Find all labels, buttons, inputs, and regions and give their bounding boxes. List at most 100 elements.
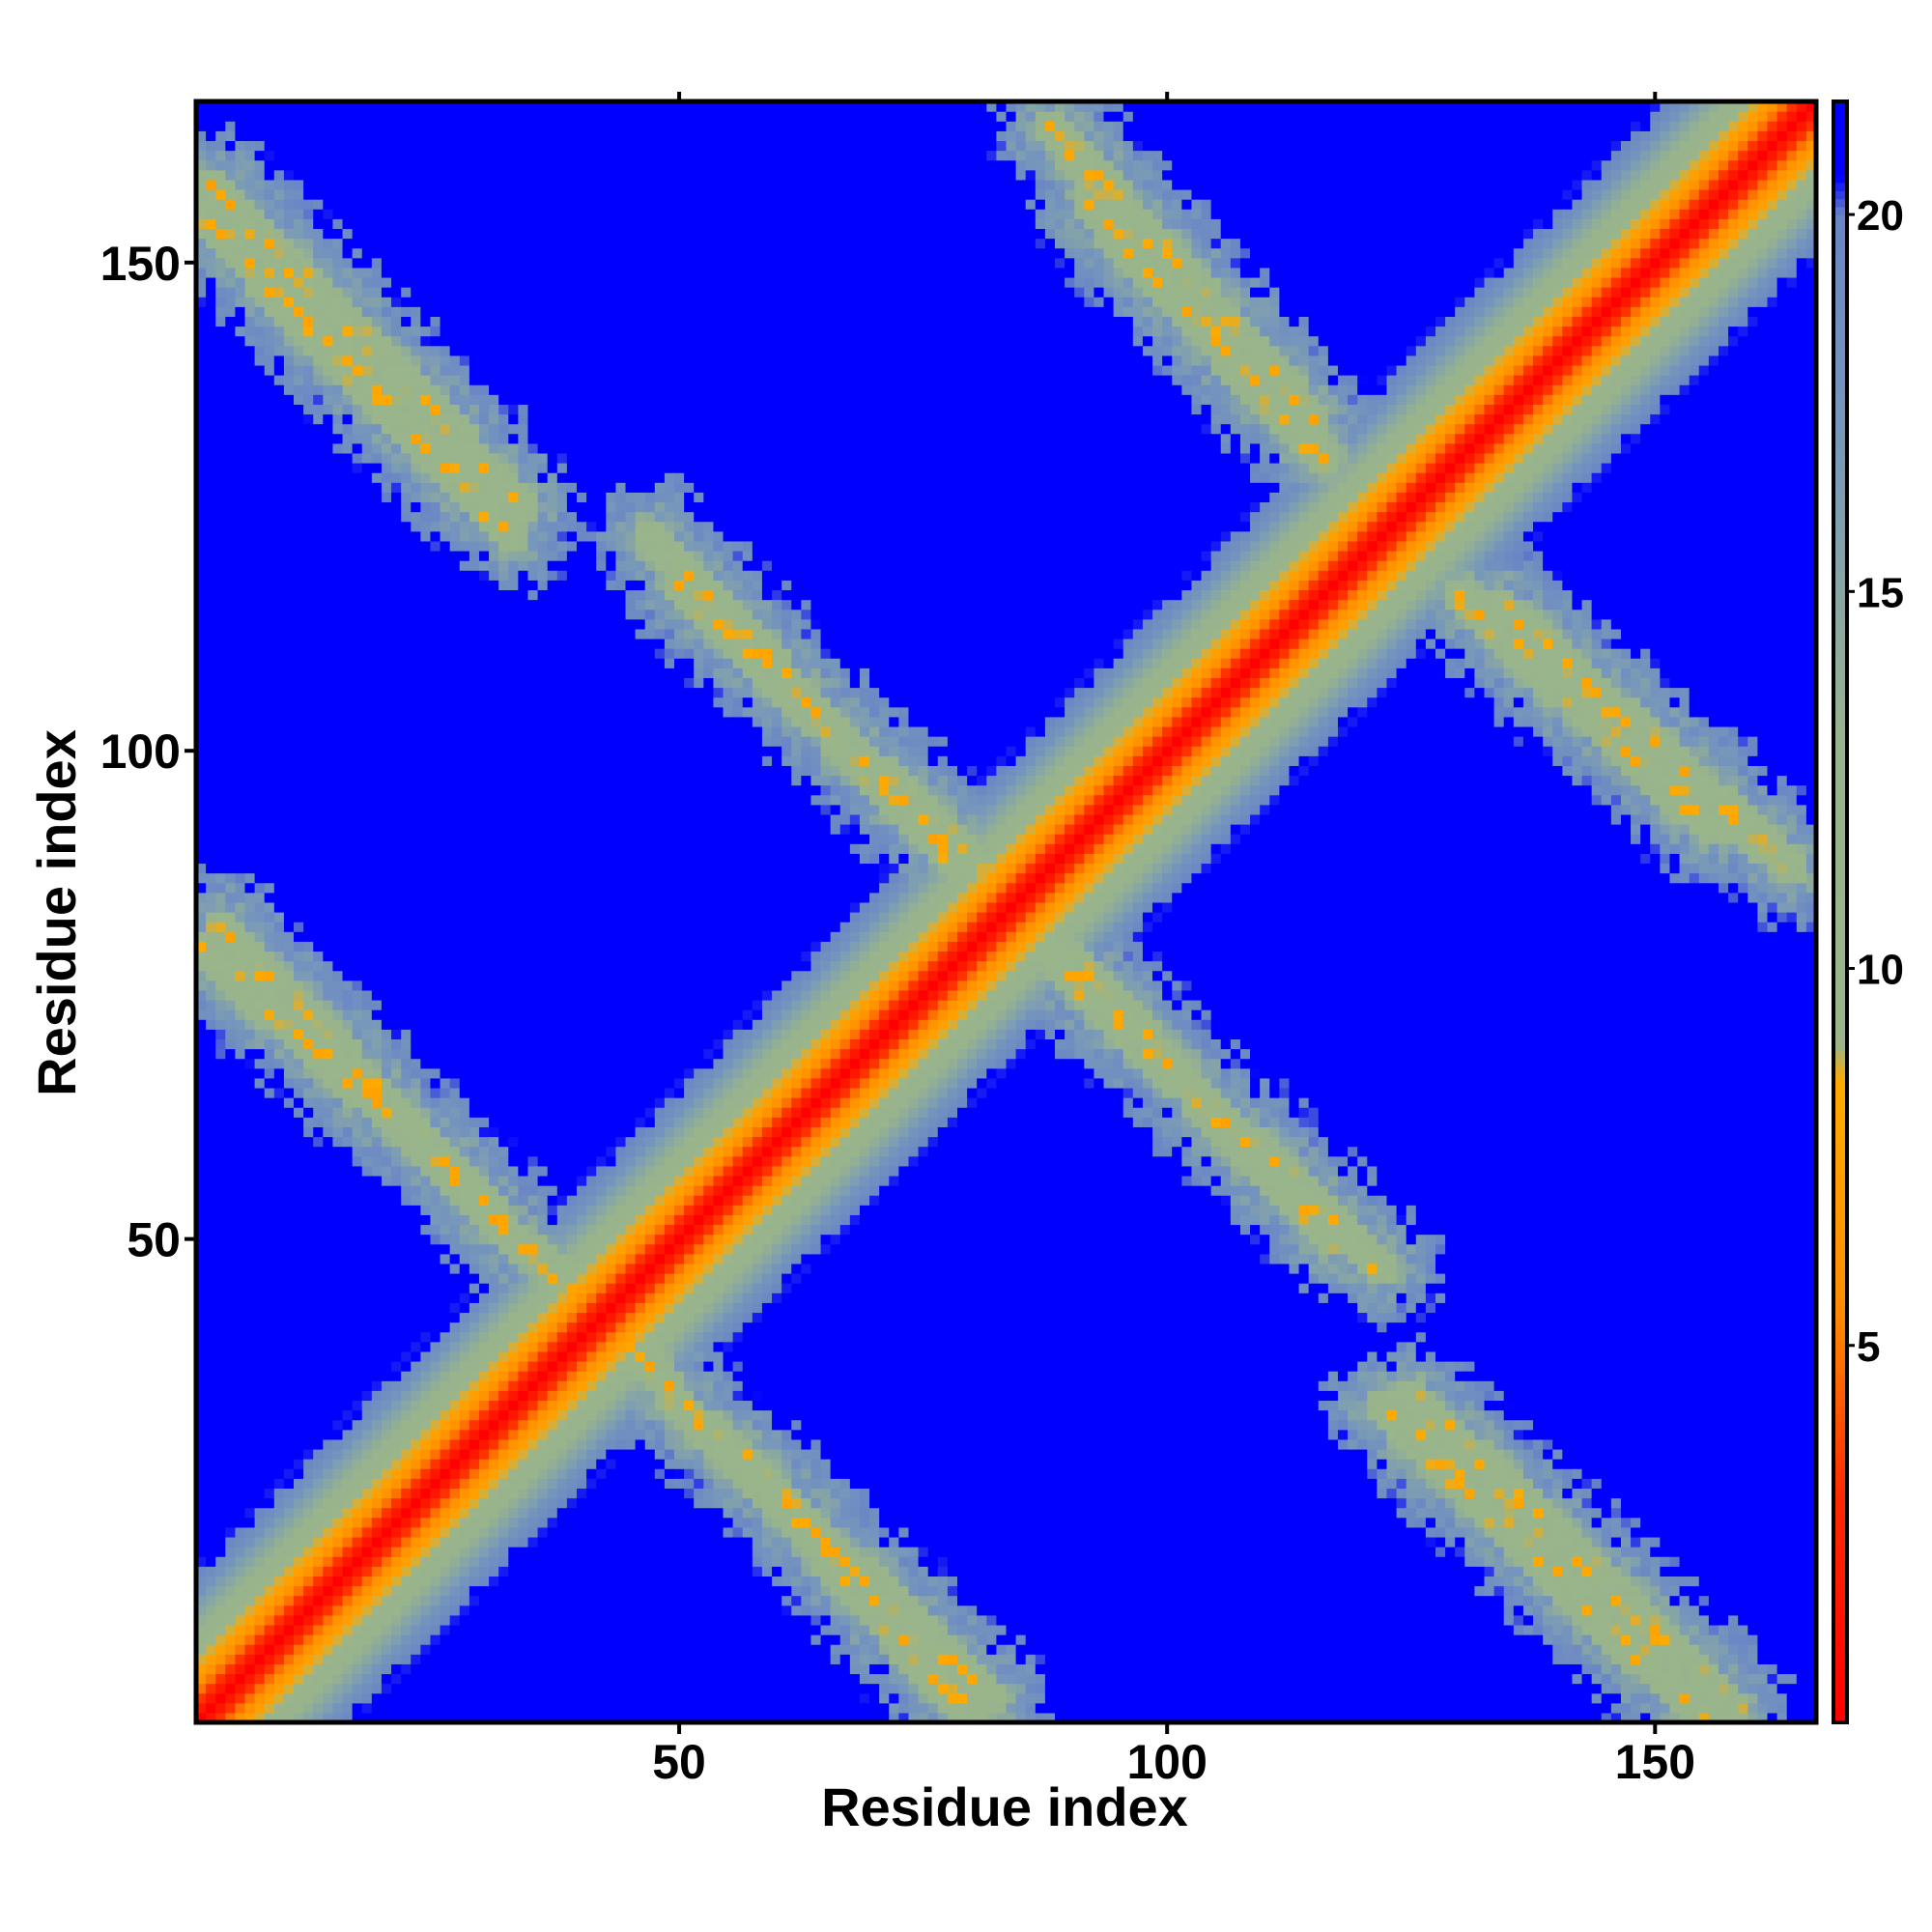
heatmap-cell (284, 336, 295, 347)
heatmap-cell (411, 1371, 421, 1381)
heatmap-cell (255, 434, 266, 444)
heatmap-cell (391, 1596, 402, 1606)
heatmap-cell (411, 355, 421, 366)
heatmap-cell (284, 130, 295, 141)
heatmap-cell (420, 971, 431, 981)
heatmap-cell (450, 1264, 461, 1274)
heatmap-cell (382, 180, 392, 190)
heatmap-cell (343, 1634, 354, 1645)
heatmap-cell (303, 1078, 314, 1089)
heatmap-cell (313, 1009, 324, 1020)
heatmap-cell (382, 1547, 392, 1557)
heatmap-cell (284, 560, 295, 571)
heatmap-cell (245, 365, 256, 376)
heatmap-cell (382, 990, 392, 1001)
heatmap-cell (372, 619, 383, 630)
heatmap-cell (255, 1693, 266, 1704)
heatmap-cell (255, 1126, 266, 1137)
heatmap-cell (332, 1097, 343, 1108)
heatmap-cell (274, 1596, 285, 1606)
heatmap-cell (323, 648, 333, 659)
heatmap-cell (274, 1400, 285, 1410)
heatmap-cell (215, 1283, 226, 1293)
heatmap-cell (323, 629, 333, 639)
heatmap-cell (353, 1566, 363, 1577)
heatmap-cell (303, 697, 314, 708)
heatmap-cell (303, 1693, 314, 1704)
heatmap-cell (460, 834, 470, 844)
heatmap-cell (284, 707, 295, 718)
heatmap-cell (362, 365, 373, 376)
heatmap-cell (430, 1547, 440, 1557)
heatmap-cell (469, 1566, 480, 1577)
heatmap-cell (284, 736, 295, 747)
heatmap-cell (382, 228, 392, 239)
heatmap-cell (420, 1400, 431, 1410)
heatmap-cell (479, 1625, 490, 1635)
heatmap-cell (450, 482, 461, 493)
heatmap-cell (274, 228, 285, 239)
heatmap-cell (323, 639, 333, 649)
heatmap-cell (225, 1615, 236, 1626)
heatmap-cell (323, 394, 333, 405)
heatmap-cell (440, 1488, 451, 1498)
heatmap-cell (265, 424, 275, 435)
heatmap-cell (313, 239, 324, 249)
heatmap-cell (343, 1235, 354, 1245)
heatmap-cell (343, 707, 354, 718)
heatmap-cell (469, 1235, 480, 1245)
heatmap-cell (294, 316, 304, 327)
heatmap-cell (430, 1673, 440, 1684)
heatmap-cell (372, 394, 383, 405)
heatmap-cell (353, 541, 363, 552)
heatmap-cell (255, 1049, 266, 1060)
heatmap-cell (255, 726, 266, 737)
heatmap-cell (401, 795, 412, 806)
heatmap-cell (401, 512, 412, 523)
heatmap-cell (343, 1312, 354, 1322)
heatmap-cell (294, 1029, 304, 1039)
heatmap-cell (440, 1390, 451, 1401)
heatmap-cell (479, 287, 490, 298)
heatmap-cell (450, 209, 461, 219)
heatmap-cell (245, 512, 256, 523)
heatmap-cell (362, 1176, 373, 1186)
heatmap-cell (450, 121, 461, 131)
heatmap-cell (313, 1088, 324, 1098)
heatmap-cell (460, 472, 470, 483)
heatmap-cell (303, 570, 314, 581)
heatmap-cell (460, 277, 470, 288)
heatmap-cell (265, 375, 275, 385)
heatmap-cell (206, 736, 216, 747)
heatmap-cell (411, 1400, 421, 1410)
heatmap-cell (284, 1117, 295, 1127)
heatmap-cell (479, 1596, 490, 1606)
heatmap-cell (430, 365, 440, 376)
heatmap-cell (274, 209, 285, 219)
heatmap-cell (332, 111, 343, 122)
heatmap-cell (353, 1537, 363, 1548)
heatmap-cell (420, 453, 431, 464)
heatmap-cell (235, 1518, 245, 1528)
heatmap-cell (303, 268, 314, 278)
heatmap-cell (215, 336, 226, 347)
heatmap-cell (401, 1566, 412, 1577)
heatmap-cell (206, 1009, 216, 1020)
heatmap-cell (332, 492, 343, 502)
heatmap-cell (206, 1166, 216, 1177)
heatmap-cell (411, 1322, 421, 1333)
heatmap-cell (420, 1430, 431, 1440)
heatmap-cell (323, 736, 333, 747)
heatmap-cell (479, 1254, 490, 1264)
heatmap-cell (450, 1459, 461, 1469)
heatmap-cell (206, 600, 216, 611)
heatmap-cell (313, 1332, 324, 1343)
heatmap-cell (450, 1547, 461, 1557)
heatmap-cell (401, 1147, 412, 1157)
heatmap-cell (479, 170, 490, 181)
heatmap-cell (265, 1527, 275, 1538)
heatmap-cell (206, 1147, 216, 1157)
heatmap-cell (235, 199, 245, 210)
heatmap-cell (362, 413, 373, 424)
heatmap-cell (469, 1117, 480, 1127)
